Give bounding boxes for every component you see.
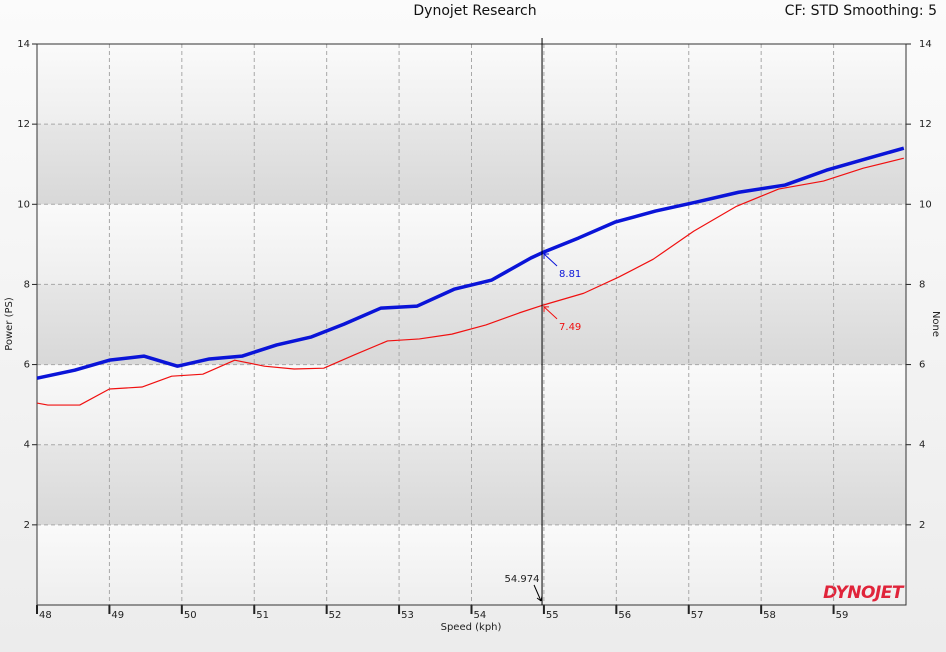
x-axis-title: Speed (kph): [441, 622, 502, 633]
x-tick-label: 56: [618, 610, 631, 621]
plot-band: [37, 444, 906, 525]
readout-label: 7.49: [559, 322, 581, 333]
plot-band: [37, 204, 906, 285]
y2-axis-title: None: [930, 311, 941, 337]
chart-title: Dynojet Research: [413, 3, 536, 19]
readout-arrow: [542, 306, 558, 320]
x-tick-label: 55: [546, 610, 559, 621]
cursor-arrow: [533, 584, 543, 602]
y2-tick-label: 12: [919, 119, 932, 130]
readout-label: 8.81: [559, 269, 581, 280]
logo: DYNOJET: [823, 583, 905, 603]
x-tick-label: 49: [111, 610, 124, 621]
y-tick-label: 10: [17, 199, 30, 210]
series-line: [36, 157, 904, 406]
readout-arrow: [542, 253, 558, 267]
x-tick-label: 57: [691, 610, 704, 621]
x-tick-label: 48: [39, 610, 52, 621]
x-tick-label: 54: [474, 610, 487, 621]
x-tick-label: 52: [329, 610, 342, 621]
series-line: [36, 146, 905, 380]
y-tick-label: 6: [24, 360, 30, 371]
y2-tick-label: 8: [919, 279, 925, 290]
cursor-label: 54.974: [505, 574, 540, 585]
header-settings: CF: STD Smoothing: 5: [785, 3, 937, 19]
y-tick-label: 12: [17, 119, 30, 130]
x-tick-label: 58: [763, 610, 776, 621]
y-tick-label: 4: [24, 440, 30, 451]
x-tick-label: 53: [401, 610, 414, 621]
y-tick-label: 14: [17, 39, 30, 50]
y-tick-label: 8: [24, 279, 30, 290]
plot-border: [36, 43, 907, 606]
y2-tick-label: 10: [919, 199, 932, 210]
y2-tick-label: 4: [919, 440, 925, 451]
x-tick-label: 59: [836, 610, 849, 621]
y-axis-title: Power (PS): [4, 297, 15, 351]
x-tick-label: 51: [256, 610, 269, 621]
plot-band: [37, 44, 906, 125]
y2-tick-label: 14: [919, 39, 932, 50]
y-tick-label: 2: [24, 520, 30, 531]
y2-tick-label: 2: [919, 520, 925, 531]
y2-tick-label: 6: [919, 360, 925, 371]
x-tick-label: 50: [184, 610, 197, 621]
